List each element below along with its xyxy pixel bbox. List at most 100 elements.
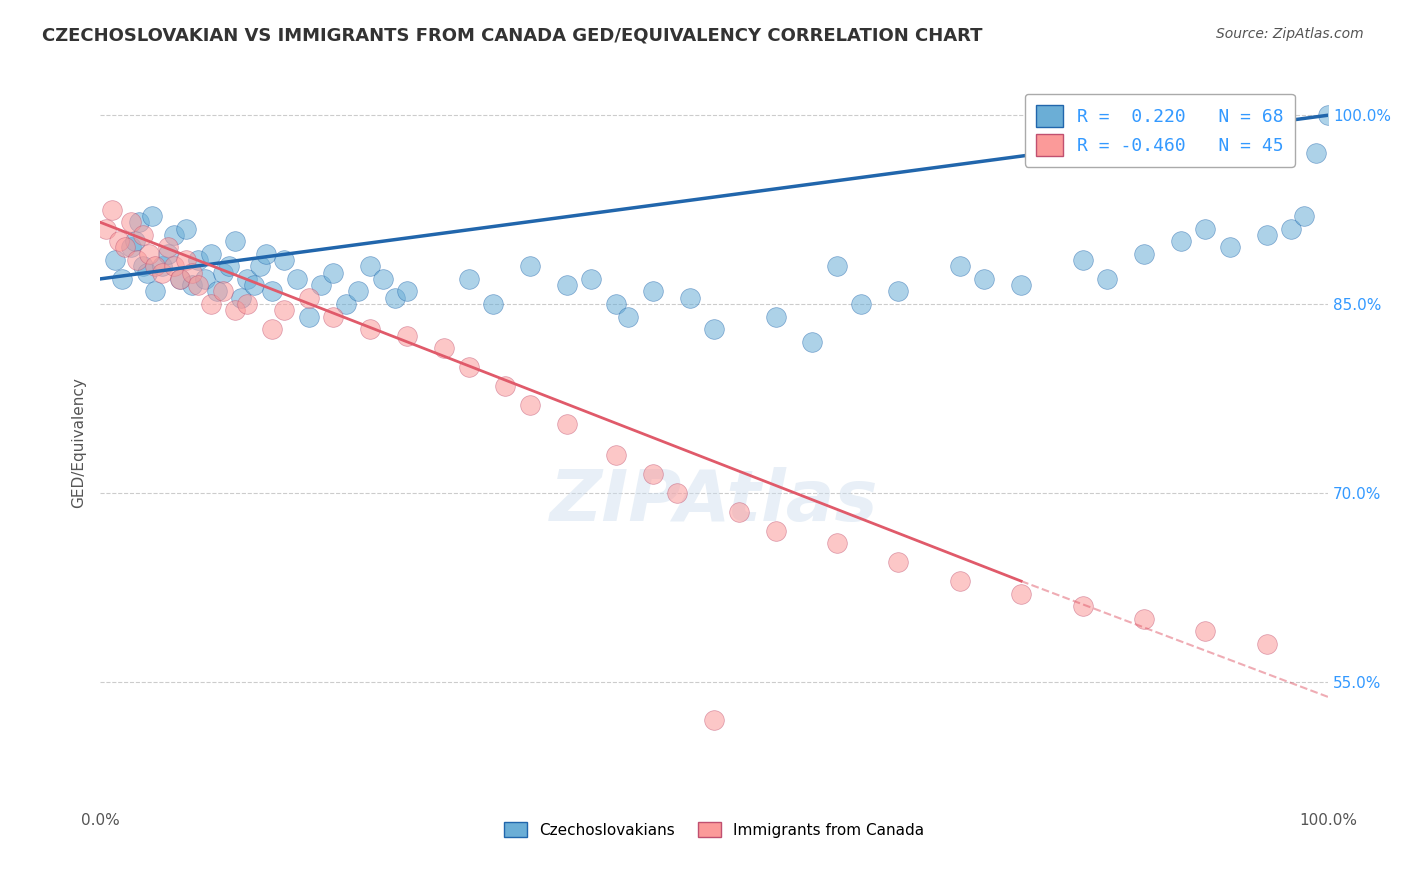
Point	[273, 303, 295, 318]
Point	[260, 322, 283, 336]
Point	[242, 278, 264, 293]
Point	[96, 221, 118, 235]
Point	[298, 291, 321, 305]
Point	[145, 260, 167, 274]
Point	[396, 328, 419, 343]
Point	[174, 252, 197, 267]
Point	[1170, 234, 1192, 248]
Point	[335, 297, 357, 311]
Point	[617, 310, 640, 324]
Point	[156, 246, 179, 260]
Point	[825, 536, 848, 550]
Point	[120, 215, 142, 229]
Point	[1010, 587, 1032, 601]
Point	[1194, 221, 1216, 235]
Point	[1010, 278, 1032, 293]
Point	[169, 272, 191, 286]
Point	[128, 215, 150, 229]
Point	[605, 448, 627, 462]
Point	[887, 555, 910, 569]
Text: ZIPAtlas: ZIPAtlas	[550, 467, 879, 535]
Point	[1305, 146, 1327, 161]
Point	[1219, 240, 1241, 254]
Point	[141, 209, 163, 223]
Point	[181, 278, 204, 293]
Point	[120, 240, 142, 254]
Point	[973, 272, 995, 286]
Point	[555, 278, 578, 293]
Point	[187, 252, 209, 267]
Point	[359, 322, 381, 336]
Point	[887, 285, 910, 299]
Point	[949, 574, 972, 588]
Point	[482, 297, 505, 311]
Point	[249, 260, 271, 274]
Point	[205, 285, 228, 299]
Point	[322, 266, 344, 280]
Point	[1279, 221, 1302, 235]
Point	[104, 252, 127, 267]
Point	[641, 467, 664, 481]
Point	[801, 334, 824, 349]
Point	[150, 266, 173, 280]
Point	[727, 505, 749, 519]
Point	[1071, 252, 1094, 267]
Point	[163, 260, 186, 274]
Point	[145, 285, 167, 299]
Point	[347, 285, 370, 299]
Point	[187, 278, 209, 293]
Point	[135, 266, 157, 280]
Point	[359, 260, 381, 274]
Point	[457, 272, 479, 286]
Point	[231, 291, 253, 305]
Point	[457, 359, 479, 374]
Point	[678, 291, 700, 305]
Point	[1194, 624, 1216, 639]
Y-axis label: GED/Equivalency: GED/Equivalency	[72, 377, 86, 508]
Point	[765, 524, 787, 538]
Point	[107, 234, 129, 248]
Point	[494, 379, 516, 393]
Point	[703, 713, 725, 727]
Point	[181, 266, 204, 280]
Point	[212, 266, 235, 280]
Point	[433, 341, 456, 355]
Point	[212, 285, 235, 299]
Point	[1256, 637, 1278, 651]
Point	[519, 260, 541, 274]
Point	[163, 227, 186, 242]
Point	[224, 303, 246, 318]
Point	[111, 272, 134, 286]
Point	[384, 291, 406, 305]
Point	[605, 297, 627, 311]
Point	[581, 272, 603, 286]
Point	[1317, 108, 1340, 122]
Point	[1133, 246, 1156, 260]
Point	[125, 252, 148, 267]
Point	[132, 260, 155, 274]
Point	[851, 297, 873, 311]
Point	[132, 227, 155, 242]
Point	[949, 260, 972, 274]
Text: CZECHOSLOVAKIAN VS IMMIGRANTS FROM CANADA GED/EQUIVALENCY CORRELATION CHART: CZECHOSLOVAKIAN VS IMMIGRANTS FROM CANAD…	[42, 27, 983, 45]
Point	[666, 486, 689, 500]
Point	[1256, 227, 1278, 242]
Point	[156, 240, 179, 254]
Point	[224, 234, 246, 248]
Point	[371, 272, 394, 286]
Point	[298, 310, 321, 324]
Point	[309, 278, 332, 293]
Point	[765, 310, 787, 324]
Point	[825, 260, 848, 274]
Point	[285, 272, 308, 286]
Point	[169, 272, 191, 286]
Point	[236, 297, 259, 311]
Point	[519, 398, 541, 412]
Point	[1095, 272, 1118, 286]
Point	[124, 234, 146, 248]
Point	[1133, 612, 1156, 626]
Point	[641, 285, 664, 299]
Point	[114, 240, 136, 254]
Point	[236, 272, 259, 286]
Point	[396, 285, 419, 299]
